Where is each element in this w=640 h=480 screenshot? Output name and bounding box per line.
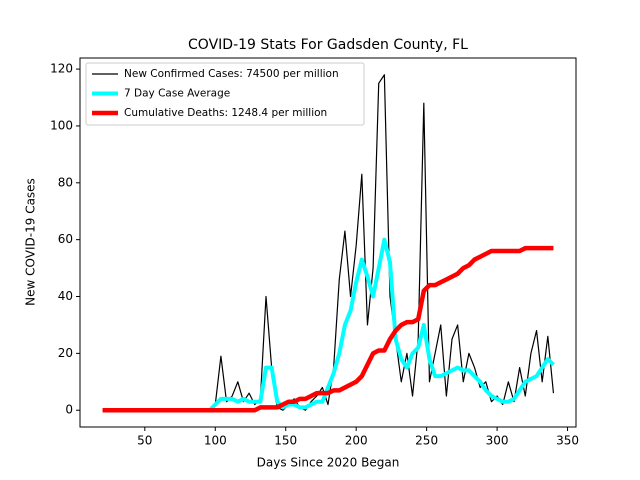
x-tick-label: 200 <box>345 434 368 448</box>
y-tick-label: 0 <box>65 403 73 417</box>
y-tick-label: 80 <box>58 175 73 189</box>
chart-title: COVID-19 Stats For Gadsden County, FL <box>188 37 468 53</box>
legend-label: New Confirmed Cases: 74500 per million <box>124 68 339 80</box>
y-tick-label: 40 <box>58 289 73 303</box>
x-axis-label: Days Since 2020 Began <box>257 456 400 470</box>
x-tick-label: 150 <box>274 434 297 448</box>
y-tick-label: 120 <box>50 62 73 76</box>
y-tick-label: 60 <box>58 232 73 246</box>
x-tick-label: 350 <box>556 434 579 448</box>
legend-label: 7 Day Case Average <box>124 88 230 100</box>
y-tick-label: 100 <box>50 118 73 132</box>
legend-label: Cumulative Deaths: 1248.4 per million <box>124 107 327 119</box>
y-axis-label: New COVID-19 Cases <box>24 178 38 306</box>
y-tick-label: 20 <box>58 346 73 360</box>
legend-box <box>85 62 365 126</box>
series-line <box>208 237 555 412</box>
x-tick-label: 50 <box>137 434 152 448</box>
series-line <box>102 245 554 413</box>
x-tick-label: 100 <box>204 434 227 448</box>
plot-frame <box>79 57 577 428</box>
x-tick-label: 300 <box>486 434 509 448</box>
x-tick-label: 250 <box>415 434 438 448</box>
